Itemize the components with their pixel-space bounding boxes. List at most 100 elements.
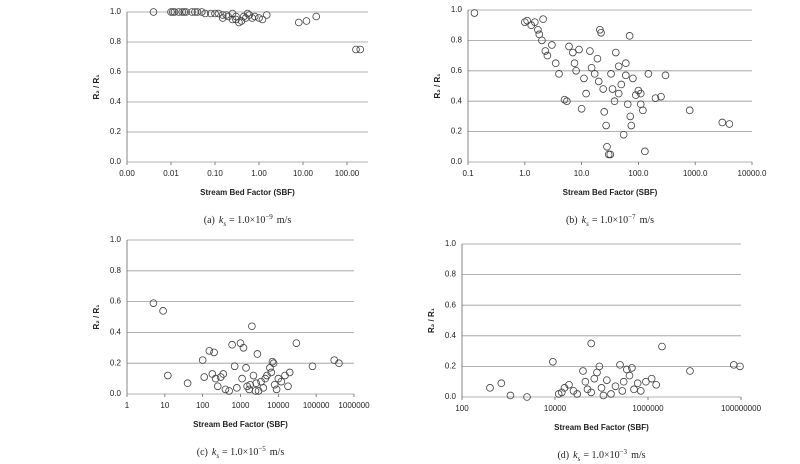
point xyxy=(636,89,645,98)
caption: (c) ks = 1.0×10−5 m/s xyxy=(197,445,285,460)
point xyxy=(729,361,738,369)
caption-label: (c) xyxy=(197,447,208,458)
point xyxy=(248,322,256,331)
point xyxy=(167,8,175,16)
point xyxy=(573,390,581,398)
point xyxy=(569,48,577,57)
y-tick-label: 1.0 xyxy=(110,235,122,244)
point xyxy=(632,91,640,99)
y-tick-label: 0.4 xyxy=(445,331,457,340)
y-tick-label: 0.8 xyxy=(445,270,457,279)
point xyxy=(580,74,588,83)
point xyxy=(636,387,645,395)
point xyxy=(608,85,617,93)
point xyxy=(587,388,595,397)
caption-coef: = 1.0×10 xyxy=(229,215,265,226)
point xyxy=(238,374,246,383)
point xyxy=(258,15,267,24)
point xyxy=(597,28,605,37)
caption-sub: s xyxy=(578,455,581,463)
point xyxy=(641,147,649,156)
point xyxy=(619,377,628,386)
x-axis-label: Stream Bed Factor (SBF) xyxy=(554,423,649,432)
point xyxy=(549,358,557,366)
x-tick-label: 100 xyxy=(455,404,469,413)
point xyxy=(233,384,241,392)
y-axis-label: R₂ / R₁ xyxy=(433,73,442,99)
point xyxy=(356,45,365,54)
point xyxy=(661,71,670,80)
caption-sub: s xyxy=(586,220,589,228)
point xyxy=(269,359,278,368)
point xyxy=(198,356,207,364)
point xyxy=(603,143,611,151)
point xyxy=(610,97,619,105)
point xyxy=(602,376,611,384)
point xyxy=(621,59,630,67)
point xyxy=(208,370,217,378)
y-tick-label: 0.6 xyxy=(451,66,463,75)
caption: (d) ks = 1.0×10−3 m/s xyxy=(557,448,645,463)
point xyxy=(607,70,615,78)
caption: (a) ks = 1.0×10−9 m/s xyxy=(204,213,292,228)
point xyxy=(611,382,620,391)
y-tick-label: 0.2 xyxy=(445,362,457,371)
point xyxy=(506,391,515,400)
point xyxy=(582,89,590,98)
y-tick-label: 0.4 xyxy=(110,97,122,106)
point xyxy=(188,8,196,16)
point xyxy=(218,14,227,22)
point xyxy=(633,379,642,388)
x-tick-label: 0.10 xyxy=(207,169,223,178)
point xyxy=(570,59,579,67)
y-tick-label: 0.2 xyxy=(110,358,122,367)
point xyxy=(616,361,624,369)
point xyxy=(587,339,595,348)
y-tick-label: 0.6 xyxy=(445,300,457,309)
x-tick-label: 1000 xyxy=(232,401,250,410)
point xyxy=(352,45,360,54)
caption-label: (b) xyxy=(566,215,578,226)
point xyxy=(594,77,603,86)
point xyxy=(200,373,209,381)
caption-sub: s xyxy=(223,220,226,228)
point xyxy=(294,18,303,27)
panel: 0.0 0.2 0.4 0.6 0.8 1.0 1 10 100 1000 10000 100000 1… xyxy=(92,235,370,460)
point xyxy=(249,371,258,380)
point xyxy=(272,385,281,394)
point xyxy=(270,380,279,389)
y-tick-label: 0.2 xyxy=(110,127,122,136)
point xyxy=(277,377,286,386)
x-axis-label: Stream Bed Factor (SBF) xyxy=(200,188,295,197)
point xyxy=(581,377,590,386)
point xyxy=(201,9,210,18)
x-tick-label: 1000000 xyxy=(632,404,664,413)
point xyxy=(725,120,734,128)
point xyxy=(228,9,237,18)
point xyxy=(628,364,636,372)
point xyxy=(590,70,599,78)
point xyxy=(259,384,268,392)
point xyxy=(232,15,240,24)
point xyxy=(644,70,653,78)
point xyxy=(250,12,259,21)
point xyxy=(627,121,636,130)
point xyxy=(658,342,666,351)
caption-var: k xyxy=(219,215,224,226)
caption-exp: −3 xyxy=(620,448,628,456)
point xyxy=(523,393,531,401)
point xyxy=(149,299,158,307)
point xyxy=(604,150,613,159)
caption-sub: s xyxy=(216,452,219,460)
point xyxy=(178,8,187,16)
point xyxy=(565,380,573,389)
point xyxy=(557,388,566,397)
y-tick-label: 1.0 xyxy=(110,7,122,16)
y-tick-label: 1.0 xyxy=(445,239,457,248)
point xyxy=(621,71,630,80)
point xyxy=(577,105,586,113)
point xyxy=(572,67,580,75)
caption-var: k xyxy=(582,215,587,226)
point xyxy=(255,14,263,22)
point xyxy=(538,36,546,45)
